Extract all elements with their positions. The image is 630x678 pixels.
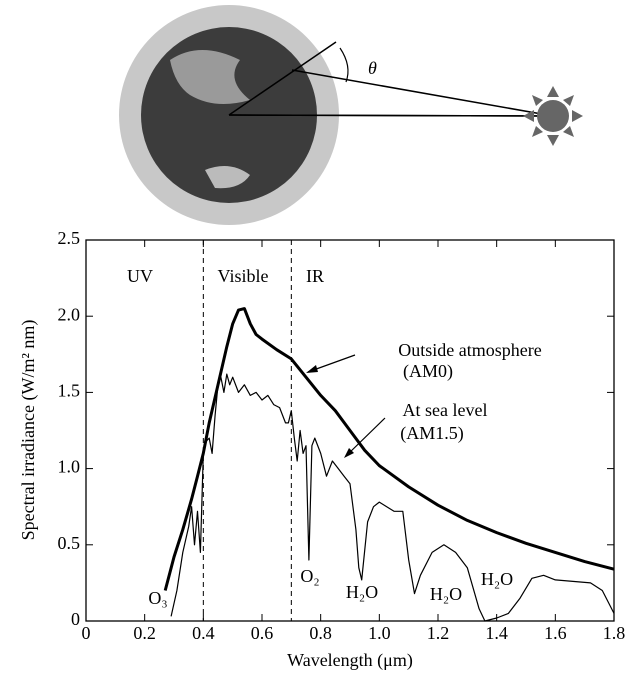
y-tick-label: 2.5 <box>58 228 81 248</box>
region-label: Visible <box>218 266 269 286</box>
absorption-label: H₂O <box>346 582 378 602</box>
arrow-head <box>344 448 354 458</box>
arrow-head <box>306 365 318 373</box>
land <box>170 50 250 104</box>
x-tick-label: 1.0 <box>368 623 391 643</box>
series-label: Outside atmosphere <box>398 340 541 360</box>
y-axis-label: Spectral irradiance (W/m² nm) <box>18 320 39 541</box>
sun-ray <box>228 114 554 117</box>
series-label: (AM1.5) <box>400 423 464 444</box>
y-tick-label: 0.5 <box>58 533 81 553</box>
zenith-line <box>228 41 337 116</box>
x-tick-label: 1.4 <box>485 623 508 643</box>
annotation-arrow <box>345 417 386 457</box>
region-label: IR <box>306 266 324 286</box>
plot-frame <box>85 239 615 622</box>
land <box>205 166 250 189</box>
x-tick-label: 0.2 <box>133 623 156 643</box>
absorption-label: H₂O <box>430 584 462 604</box>
angle-label: θ <box>368 58 377 78</box>
angle-arc <box>339 47 349 83</box>
sun <box>523 86 583 146</box>
earth-illustration: θ <box>119 5 583 225</box>
y-tick-label: 2.0 <box>58 304 81 324</box>
x-tick-label: 0.6 <box>251 623 274 643</box>
series-label: (AM0) <box>403 361 453 382</box>
series-line <box>163 307 615 591</box>
series-label: At sea level <box>403 400 488 420</box>
x-tick-label: 1.8 <box>603 623 626 643</box>
x-tick-label: 0 <box>82 623 91 643</box>
y-tick-label: 1.0 <box>58 457 81 477</box>
x-tick-label: 0.4 <box>192 623 215 643</box>
y-tick-label: 1.5 <box>58 381 81 401</box>
x-tick-label: 1.6 <box>544 623 567 643</box>
x-axis-label: Wavelength (μm) <box>287 650 413 671</box>
absorption-label: O₃ <box>148 588 167 608</box>
slant-ray <box>291 69 554 117</box>
y-tick-label: 0 <box>71 609 80 629</box>
region-label: UV <box>127 266 153 286</box>
absorption-label: O₂ <box>300 566 319 586</box>
series-line <box>170 373 615 622</box>
x-tick-label: 1.2 <box>427 623 450 643</box>
absorption-label: H₂O <box>481 569 513 589</box>
x-tick-label: 0.8 <box>309 623 332 643</box>
